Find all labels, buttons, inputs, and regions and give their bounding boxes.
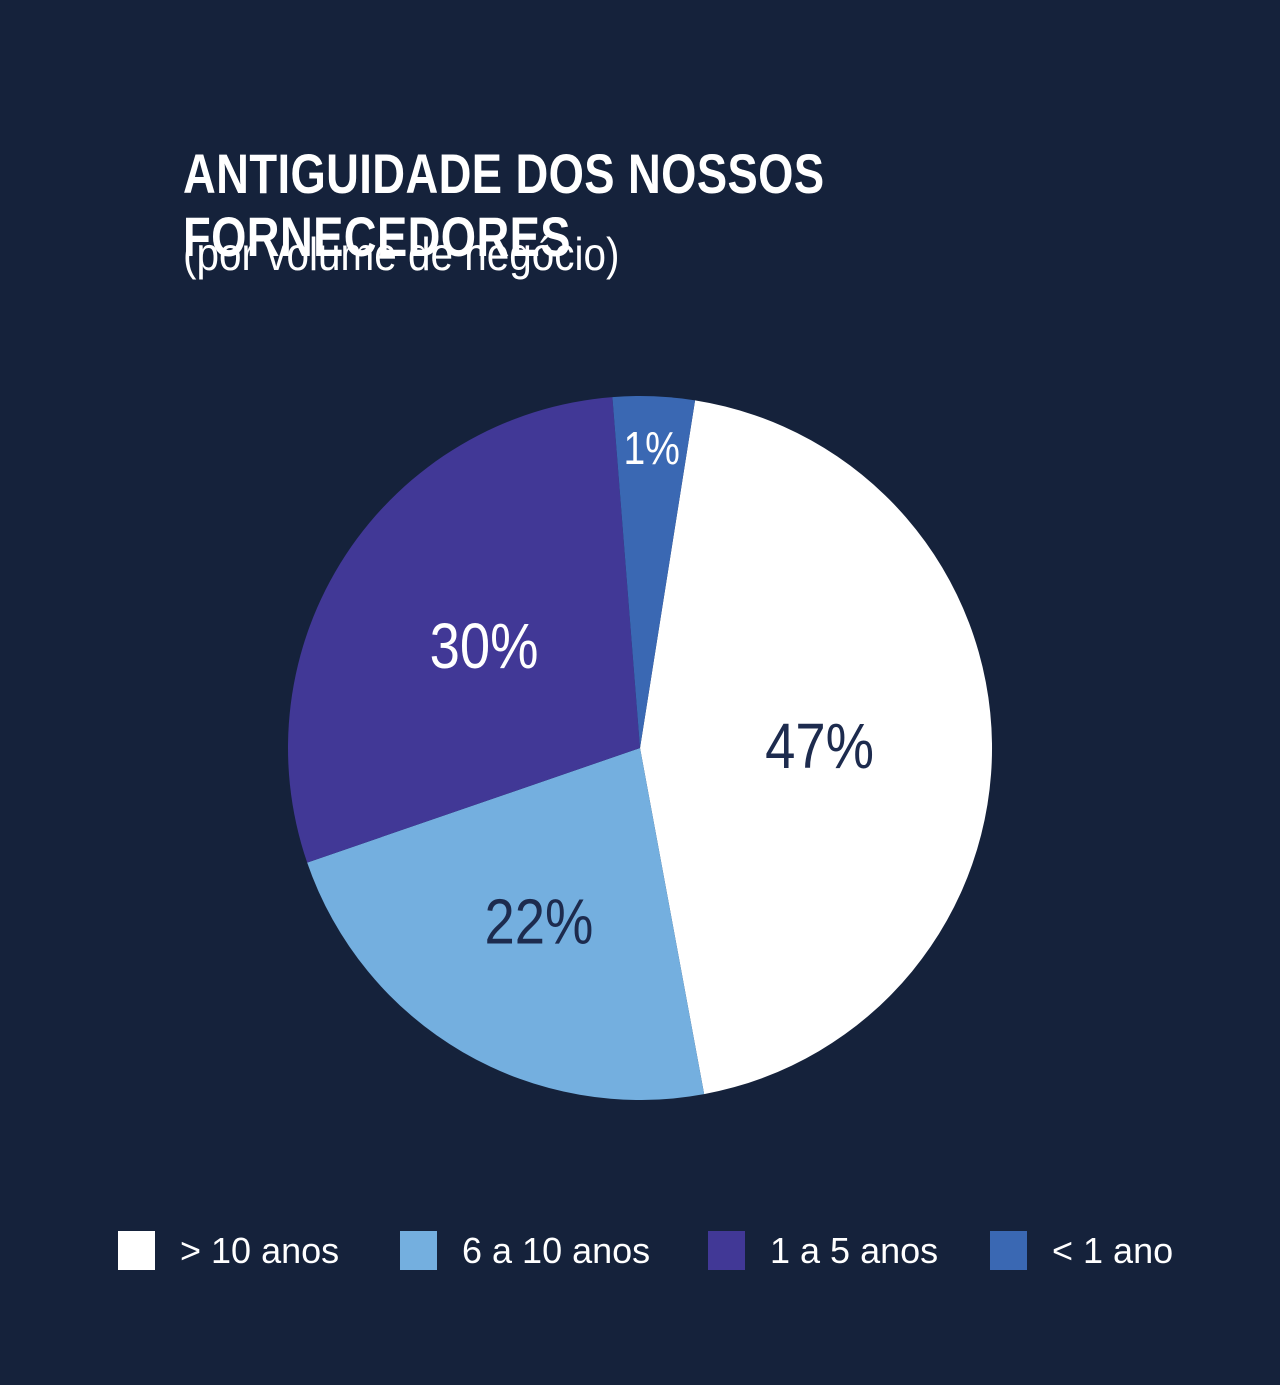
- pie-slice-value-1-a-5-anos: 30%: [430, 610, 539, 682]
- pie-slice-1-a-5-anos: [288, 397, 640, 863]
- legend-item-6-a-10-anos: 6 a 10 anos: [400, 1231, 650, 1270]
- pie-slice-value-10-anos: 47%: [765, 710, 874, 782]
- legend-item-1-a-5-anos: 1 a 5 anos: [708, 1231, 938, 1270]
- chart-legend: > 10 anos 6 a 10 anos 1 a 5 anos < 1 ano: [0, 1231, 1280, 1270]
- chart-subtitle: (por volume de negócio): [183, 228, 620, 280]
- legend-swatch-1-a-5-anos: [708, 1231, 745, 1270]
- pie-slice-value-6-a-10-anos: 22%: [484, 885, 593, 957]
- pie-slice-1-ano: [612, 396, 696, 748]
- pie-slice-6-a-10-anos: [307, 748, 705, 1101]
- legend-label-1-a-5-anos: 1 a 5 anos: [770, 1230, 939, 1271]
- pie-slice-value-1-ano: 1%: [623, 423, 680, 475]
- legend-swatch-gt-10-anos: [118, 1231, 155, 1270]
- legend-item-gt-10-anos: > 10 anos: [118, 1231, 339, 1270]
- legend-label-lt-1-ano: < 1 ano: [1052, 1230, 1174, 1271]
- legend-swatch-6-a-10-anos: [400, 1231, 437, 1270]
- chart-title-line2: FORNECEDORES: [183, 204, 571, 268]
- legend-swatch-lt-1-ano: [990, 1231, 1027, 1270]
- legend-label-6-a-10-anos: 6 a 10 anos: [462, 1230, 651, 1271]
- chart-title-line1: ANTIGUIDADE DOS NOSSOS: [183, 141, 825, 205]
- legend-item-lt-1-ano: < 1 ano: [990, 1231, 1173, 1270]
- pie-slice-10-anos: [640, 400, 993, 1095]
- legend-label-gt-10-anos: > 10 anos: [180, 1230, 340, 1271]
- chart-title: ANTIGUIDADE DOS NOSSOS FORNECEDORES: [183, 142, 824, 268]
